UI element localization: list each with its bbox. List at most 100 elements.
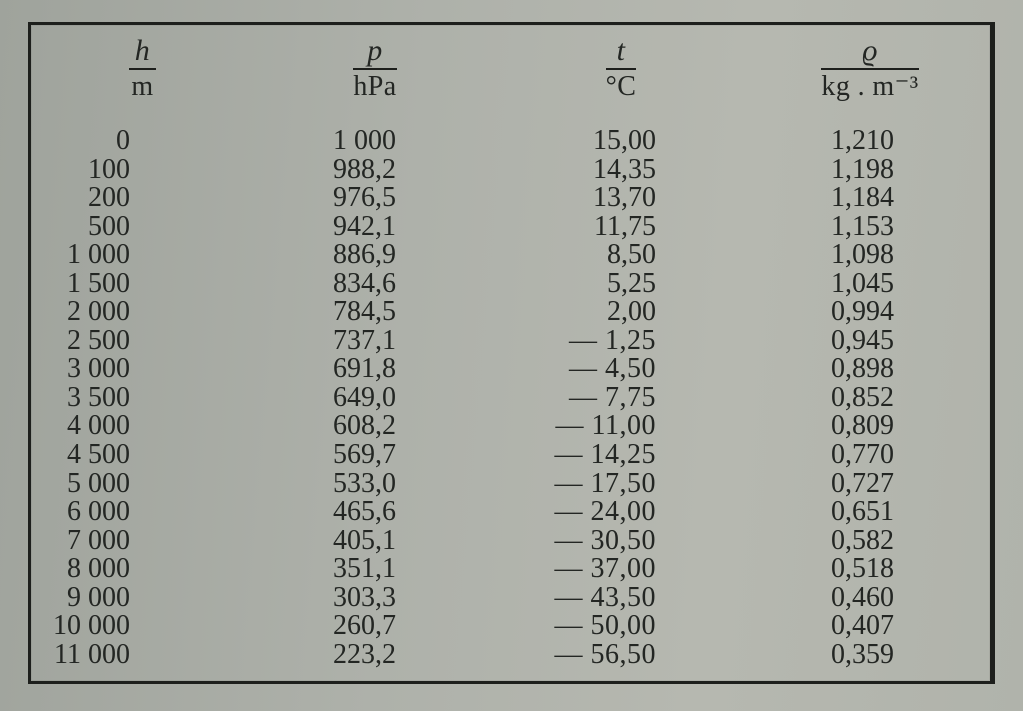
- table-row: 100988,214,351,198: [31, 156, 994, 185]
- table-row: 11 000223,2— 56,500,359: [31, 641, 994, 682]
- table-cell: 1,098: [746, 241, 994, 270]
- table-cell: — 50,00: [496, 612, 746, 641]
- table-cell: 1,198: [746, 156, 994, 185]
- header-fraction: p hPa: [353, 35, 396, 102]
- table-cell: 223,2: [254, 641, 496, 682]
- table-cell: 0,994: [746, 298, 994, 327]
- col-header-t: t °C: [496, 25, 746, 113]
- table-row: 2 500737,1— 1,250,945: [31, 327, 994, 356]
- table-cell: 0,945: [746, 327, 994, 356]
- table-cell: 0,770: [746, 441, 994, 470]
- table-cell: 691,8: [254, 355, 496, 384]
- table-cell: 0,651: [746, 498, 994, 527]
- header-fraction: h m: [129, 35, 156, 102]
- table-cell: 11,75: [496, 213, 746, 242]
- table-row: 1 500834,65,251,045: [31, 270, 994, 299]
- table-cell: 11 000: [31, 641, 254, 682]
- table-row: 01 00015,001,210: [31, 113, 994, 156]
- table-row: 3 000691,8— 4,500,898: [31, 355, 994, 384]
- table-cell: 0,359: [746, 641, 994, 682]
- table-cell: — 14,25: [496, 441, 746, 470]
- table-cell: 0,727: [746, 470, 994, 499]
- table-cell: — 4,50: [496, 355, 746, 384]
- table-body: 01 00015,001,210100988,214,351,198200976…: [31, 113, 994, 681]
- table-row: 5 000533,0— 17,500,727: [31, 470, 994, 499]
- table-cell: 1,184: [746, 184, 994, 213]
- table-cell: — 17,50: [496, 470, 746, 499]
- table-cell: — 24,00: [496, 498, 746, 527]
- table-cell: 976,5: [254, 184, 496, 213]
- table-cell: 405,1: [254, 527, 496, 556]
- header-fraction: ϱ kg . m⁻³: [821, 35, 918, 102]
- table-cell: 569,7: [254, 441, 496, 470]
- table-row: 6 000465,6— 24,000,651: [31, 498, 994, 527]
- table-cell: 303,3: [254, 584, 496, 613]
- table-cell: 9 000: [31, 584, 254, 613]
- table-cell: 0: [31, 113, 254, 156]
- col-header-p: p hPa: [254, 25, 496, 113]
- table-cell: 10 000: [31, 612, 254, 641]
- table-cell: 0,898: [746, 355, 994, 384]
- table-cell: 4 000: [31, 412, 254, 441]
- table-row: 4 000608,2— 11,000,809: [31, 412, 994, 441]
- table-cell: 737,1: [254, 327, 496, 356]
- table-cell: 1,045: [746, 270, 994, 299]
- table-row: 10 000260,7— 50,000,407: [31, 612, 994, 641]
- header-unit: m: [129, 70, 156, 101]
- atmosphere-table: h m p hPa t °C: [31, 25, 994, 681]
- table-frame: h m p hPa t °C: [28, 22, 995, 684]
- table-cell: — 43,50: [496, 584, 746, 613]
- col-header-h: h m: [31, 25, 254, 113]
- table-row: 1 000886,98,501,098: [31, 241, 994, 270]
- table-cell: 3 000: [31, 355, 254, 384]
- table-cell: 1,153: [746, 213, 994, 242]
- table-cell: 1 000: [31, 241, 254, 270]
- header-symbol: t: [606, 35, 637, 71]
- table-cell: 942,1: [254, 213, 496, 242]
- table-row: 3 500649,0— 7,750,852: [31, 384, 994, 413]
- table-cell: 8,50: [496, 241, 746, 270]
- table-cell: 5,25: [496, 270, 746, 299]
- table-cell: 988,2: [254, 156, 496, 185]
- table-header: h m p hPa t °C: [31, 25, 994, 113]
- table-cell: 533,0: [254, 470, 496, 499]
- table-cell: 886,9: [254, 241, 496, 270]
- header-fraction: t °C: [606, 35, 637, 102]
- table-cell: — 30,50: [496, 527, 746, 556]
- table-row: 4 500569,7— 14,250,770: [31, 441, 994, 470]
- table-cell: 8 000: [31, 555, 254, 584]
- table-cell: — 37,00: [496, 555, 746, 584]
- table-cell: 649,0: [254, 384, 496, 413]
- table-cell: 2 000: [31, 298, 254, 327]
- table-cell: — 1,25: [496, 327, 746, 356]
- table-cell: 0,852: [746, 384, 994, 413]
- table-cell: 500: [31, 213, 254, 242]
- table-cell: 1,210: [746, 113, 994, 156]
- table-cell: 834,6: [254, 270, 496, 299]
- table-cell: 0,518: [746, 555, 994, 584]
- table-cell: 784,5: [254, 298, 496, 327]
- table-cell: — 7,75: [496, 384, 746, 413]
- table-cell: 351,1: [254, 555, 496, 584]
- header-symbol: ϱ: [821, 35, 918, 71]
- table-row: 7 000405,1— 30,500,582: [31, 527, 994, 556]
- header-symbol: h: [129, 35, 156, 71]
- page: h m p hPa t °C: [0, 0, 1023, 711]
- table-cell: 13,70: [496, 184, 746, 213]
- header-unit: hPa: [353, 70, 396, 101]
- header-unit: °C: [606, 70, 637, 101]
- table-cell: 100: [31, 156, 254, 185]
- table-cell: 260,7: [254, 612, 496, 641]
- table-cell: 4 500: [31, 441, 254, 470]
- table-cell: 6 000: [31, 498, 254, 527]
- table-cell: 3 500: [31, 384, 254, 413]
- table-cell: 0,809: [746, 412, 994, 441]
- table-cell: 465,6: [254, 498, 496, 527]
- table-row: 9 000303,3— 43,500,460: [31, 584, 994, 613]
- table-cell: — 11,00: [496, 412, 746, 441]
- table-cell: 0,407: [746, 612, 994, 641]
- table-cell: 7 000: [31, 527, 254, 556]
- table-cell: 5 000: [31, 470, 254, 499]
- table-cell: 15,00: [496, 113, 746, 156]
- table-cell: — 56,50: [496, 641, 746, 682]
